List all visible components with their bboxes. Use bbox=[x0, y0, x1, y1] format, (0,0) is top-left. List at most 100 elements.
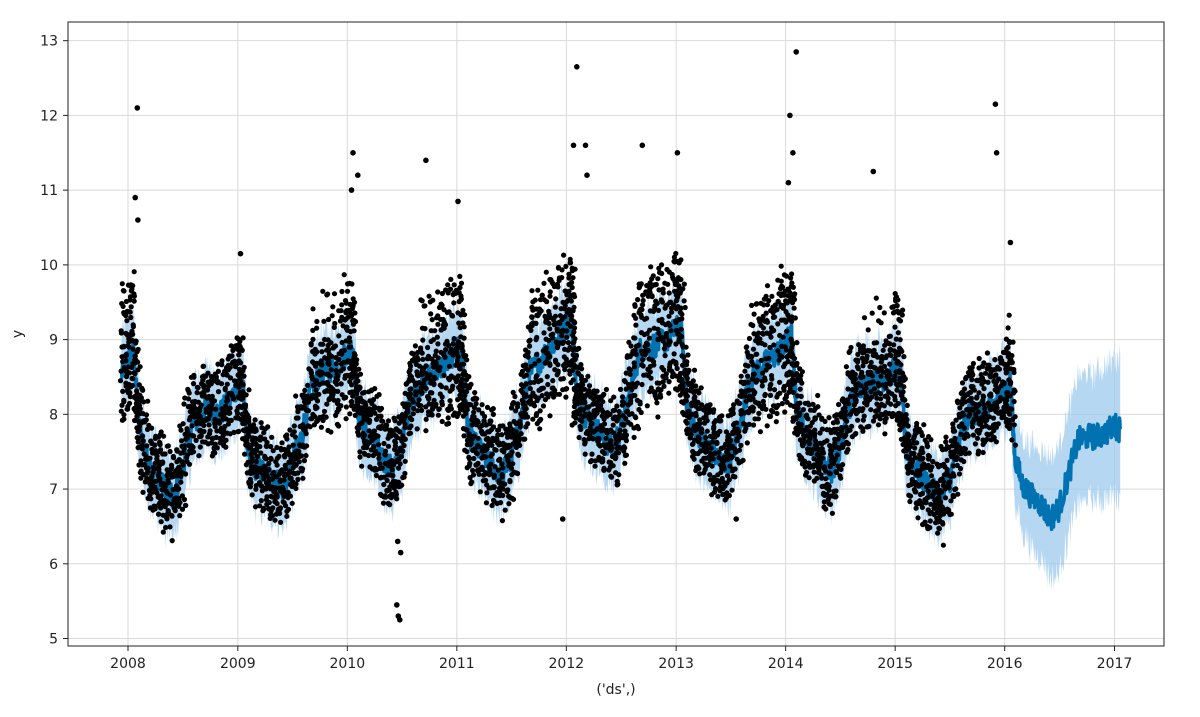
observed-point bbox=[927, 518, 933, 524]
observed-point bbox=[631, 360, 637, 366]
observed-point bbox=[165, 477, 171, 483]
observed-point bbox=[312, 351, 318, 357]
observed-point bbox=[273, 499, 279, 505]
observed-point bbox=[302, 387, 308, 393]
observed-point bbox=[268, 455, 274, 461]
observed-point bbox=[855, 417, 861, 423]
observed-point bbox=[132, 417, 138, 424]
observed-point bbox=[314, 325, 320, 331]
observed-point bbox=[215, 389, 222, 395]
observed-point bbox=[596, 435, 602, 441]
observed-point bbox=[880, 347, 886, 353]
observed-point bbox=[683, 362, 690, 368]
observed-point bbox=[649, 293, 655, 299]
observed-point bbox=[985, 379, 991, 385]
observed-point bbox=[158, 429, 164, 435]
observed-point bbox=[499, 432, 505, 438]
observed-point bbox=[119, 281, 125, 287]
observed-point bbox=[432, 375, 438, 381]
observed-point bbox=[849, 423, 855, 429]
observed-point bbox=[772, 387, 778, 393]
observed-point bbox=[887, 361, 893, 367]
observed-point bbox=[344, 308, 350, 314]
observed-point bbox=[679, 316, 685, 322]
observed-point bbox=[352, 310, 358, 316]
observed-point bbox=[158, 447, 164, 453]
observed-point bbox=[270, 448, 276, 454]
observed-point bbox=[169, 501, 175, 507]
observed-point bbox=[976, 355, 982, 362]
observed-point bbox=[198, 402, 204, 408]
observed-point bbox=[390, 473, 396, 479]
observed-point bbox=[354, 373, 360, 379]
observed-point bbox=[986, 425, 993, 431]
observed-point bbox=[587, 434, 593, 440]
observed-point bbox=[219, 362, 225, 368]
observed-point bbox=[974, 435, 981, 441]
observed-point bbox=[389, 458, 395, 464]
observed-point bbox=[510, 461, 516, 467]
observed-point bbox=[242, 451, 248, 457]
observed-point bbox=[518, 387, 524, 394]
observed-point bbox=[727, 437, 734, 443]
observed-point bbox=[351, 351, 357, 357]
observed-point bbox=[132, 353, 138, 359]
observed-point bbox=[438, 301, 444, 307]
observed-point bbox=[252, 417, 258, 423]
observed-point bbox=[904, 433, 910, 439]
observed-point bbox=[190, 381, 197, 387]
observed-point bbox=[357, 384, 363, 391]
observed-point bbox=[956, 471, 963, 477]
observed-point bbox=[447, 398, 453, 404]
observed-point bbox=[821, 464, 828, 470]
observed-point bbox=[763, 310, 769, 316]
observed-point bbox=[532, 361, 538, 367]
observed-point bbox=[387, 502, 393, 508]
observed-point bbox=[1012, 388, 1018, 394]
observed-point bbox=[386, 432, 392, 438]
observed-point bbox=[873, 295, 879, 301]
observed-point bbox=[439, 402, 445, 408]
observed-point bbox=[586, 411, 593, 417]
observed-point bbox=[266, 460, 272, 467]
observed-point bbox=[272, 517, 278, 523]
observed-point bbox=[654, 400, 660, 406]
observed-point bbox=[839, 425, 846, 431]
observed-point bbox=[468, 481, 474, 487]
observed-point bbox=[311, 360, 317, 367]
observed-point bbox=[634, 423, 641, 429]
observed-point bbox=[572, 420, 578, 426]
observed-point bbox=[709, 451, 716, 458]
observed-point bbox=[164, 490, 170, 496]
observed-point bbox=[704, 428, 710, 434]
observed-point bbox=[341, 272, 347, 278]
observed-point bbox=[840, 462, 846, 468]
observed-point bbox=[789, 340, 795, 346]
observed-point bbox=[527, 343, 533, 349]
observed-point bbox=[559, 267, 565, 273]
observed-point bbox=[164, 443, 170, 449]
observed-point bbox=[320, 341, 326, 347]
observed-point bbox=[308, 342, 314, 348]
observed-point bbox=[150, 469, 156, 476]
observed-point bbox=[298, 453, 305, 459]
observed-point bbox=[534, 411, 540, 417]
observed-point bbox=[181, 496, 188, 503]
observed-point bbox=[499, 518, 505, 524]
observed-point bbox=[821, 499, 827, 505]
observed-point bbox=[382, 452, 388, 458]
observed-point bbox=[156, 477, 162, 483]
observed-point bbox=[415, 408, 421, 414]
observed-point bbox=[878, 355, 884, 361]
observed-point bbox=[295, 470, 301, 476]
observed-point bbox=[136, 409, 143, 415]
observed-point bbox=[185, 388, 191, 394]
observed-point bbox=[990, 415, 997, 421]
observed-point bbox=[291, 423, 297, 429]
observed-point bbox=[743, 398, 749, 404]
observed-point bbox=[742, 368, 748, 374]
observed-point bbox=[139, 446, 145, 452]
observed-point bbox=[912, 427, 918, 433]
observed-point bbox=[684, 420, 690, 426]
observed-point bbox=[986, 414, 993, 420]
